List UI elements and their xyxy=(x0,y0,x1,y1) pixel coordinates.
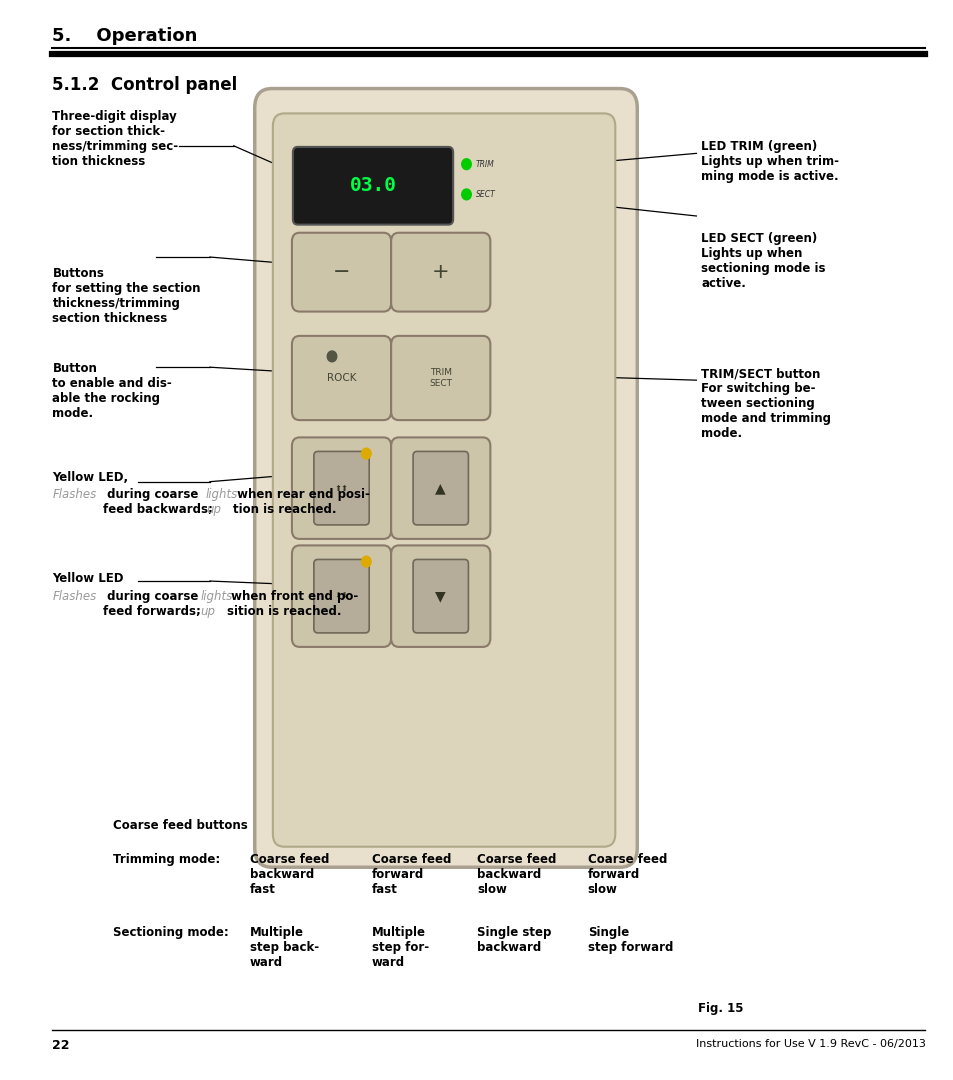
Text: Buttons
for setting the section
thickness/trimming
section thickness: Buttons for setting the section thicknes… xyxy=(52,267,201,325)
Text: −: − xyxy=(333,262,350,282)
Text: Single step
backward: Single step backward xyxy=(476,926,551,954)
Text: Coarse feed
forward
fast: Coarse feed forward fast xyxy=(372,853,451,896)
FancyBboxPatch shape xyxy=(391,437,490,539)
Text: ⬇⬇: ⬇⬇ xyxy=(335,592,348,600)
FancyBboxPatch shape xyxy=(254,89,637,867)
Text: +: + xyxy=(432,262,449,282)
Text: Coarse feed buttons: Coarse feed buttons xyxy=(112,819,247,832)
Text: Coarse feed
backward
slow: Coarse feed backward slow xyxy=(476,853,556,896)
Text: LED SECT (green)
Lights up when
sectioning mode is
active.: LED SECT (green) Lights up when sectioni… xyxy=(700,232,825,291)
Circle shape xyxy=(361,556,371,567)
FancyBboxPatch shape xyxy=(413,451,468,525)
Text: Single
step forward: Single step forward xyxy=(587,926,672,954)
FancyBboxPatch shape xyxy=(292,336,391,420)
FancyBboxPatch shape xyxy=(314,559,369,633)
Circle shape xyxy=(461,189,471,200)
FancyBboxPatch shape xyxy=(292,437,391,539)
Text: 5.    Operation: 5. Operation xyxy=(52,27,197,45)
Text: TRIM
SECT: TRIM SECT xyxy=(429,368,452,388)
Text: ▼: ▼ xyxy=(435,590,446,603)
Text: 5.1.2  Control panel: 5.1.2 Control panel xyxy=(52,76,237,94)
Text: ▲: ▲ xyxy=(435,482,446,495)
Text: Yellow LED: Yellow LED xyxy=(52,572,124,585)
Text: when front end po-
sition is reached.: when front end po- sition is reached. xyxy=(227,590,358,618)
FancyBboxPatch shape xyxy=(391,545,490,647)
Text: Flashes: Flashes xyxy=(52,590,96,603)
Circle shape xyxy=(461,159,471,170)
Text: 03.0: 03.0 xyxy=(349,176,396,195)
Text: Multiple
step back-
ward: Multiple step back- ward xyxy=(250,926,318,969)
FancyBboxPatch shape xyxy=(391,233,490,311)
FancyBboxPatch shape xyxy=(292,233,391,311)
Text: ROCK: ROCK xyxy=(327,373,355,383)
Text: lights
up: lights up xyxy=(200,590,233,618)
FancyBboxPatch shape xyxy=(292,545,391,647)
Text: Yellow LED,: Yellow LED, xyxy=(52,471,129,484)
FancyBboxPatch shape xyxy=(413,559,468,633)
Text: Coarse feed
forward
slow: Coarse feed forward slow xyxy=(587,853,666,896)
Circle shape xyxy=(327,351,336,362)
Text: LED TRIM (green)
Lights up when trim-
ming mode is active.: LED TRIM (green) Lights up when trim- mi… xyxy=(700,140,839,184)
Text: Three-digit display
for section thick-
ness/trimming sec-
tion thickness: Three-digit display for section thick- n… xyxy=(52,110,178,168)
Circle shape xyxy=(361,448,371,459)
Text: SECT: SECT xyxy=(476,190,496,199)
Text: Coarse feed
backward
fast: Coarse feed backward fast xyxy=(250,853,329,896)
Text: when rear end posi-
tion is reached.: when rear end posi- tion is reached. xyxy=(233,488,369,516)
FancyBboxPatch shape xyxy=(273,113,615,847)
FancyBboxPatch shape xyxy=(391,336,490,420)
Text: Fig. 15: Fig. 15 xyxy=(698,1002,743,1015)
Text: Sectioning mode:: Sectioning mode: xyxy=(112,926,228,939)
Text: lights
up: lights up xyxy=(206,488,238,516)
Text: TRIM/SECT button
For switching be-
tween sectioning
mode and trimming
mode.: TRIM/SECT button For switching be- tween… xyxy=(700,367,830,441)
Text: Trimming mode:: Trimming mode: xyxy=(112,853,219,866)
Text: Instructions for Use V 1.9 RevC - 06/2013: Instructions for Use V 1.9 RevC - 06/201… xyxy=(695,1039,924,1049)
Text: 22: 22 xyxy=(52,1039,70,1052)
Text: during coarse
feed forwards;: during coarse feed forwards; xyxy=(103,590,205,618)
Text: TRIM: TRIM xyxy=(476,160,495,168)
Text: during coarse
feed backwards;: during coarse feed backwards; xyxy=(103,488,216,516)
Text: Button
to enable and dis-
able the rocking
mode.: Button to enable and dis- able the rocki… xyxy=(52,362,172,420)
Text: ⬆⬆: ⬆⬆ xyxy=(335,484,348,492)
Text: Flashes: Flashes xyxy=(52,488,96,501)
FancyBboxPatch shape xyxy=(293,147,453,225)
FancyBboxPatch shape xyxy=(314,451,369,525)
Text: Multiple
step for-
ward: Multiple step for- ward xyxy=(372,926,429,969)
